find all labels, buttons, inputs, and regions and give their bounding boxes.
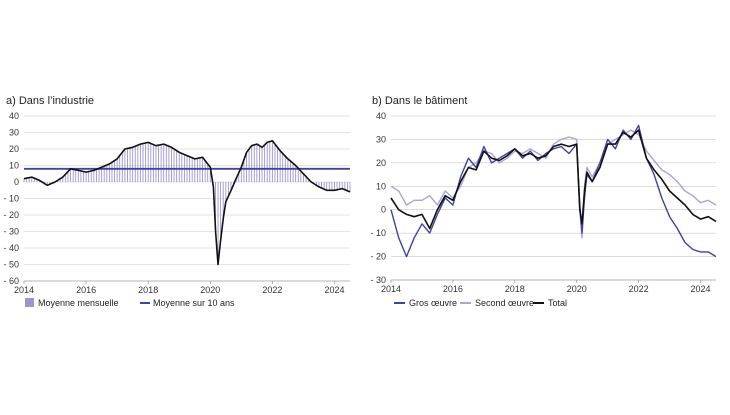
x-tick-label: 2020: [567, 284, 587, 294]
y-tick-label: - 10: [3, 194, 19, 204]
monthly-bars: [23, 140, 351, 265]
x-tick-label: 2020: [200, 285, 220, 295]
panel-title: b) Dans le bâtiment: [372, 95, 467, 107]
x-tick-label: 2016: [76, 285, 96, 295]
x-tick-label: 2022: [262, 285, 282, 295]
y-tick-label: 0: [381, 205, 386, 215]
series-line-total: [390, 129, 717, 230]
x-tick-label: 2024: [324, 285, 344, 295]
y-tick-label: - 30: [370, 275, 386, 285]
series-line-gros-oeuvre: [390, 124, 717, 258]
y-tick-label: 20: [9, 144, 19, 154]
x-tick-label: 2022: [629, 284, 649, 294]
panel-title: a) Dans l’industrie: [6, 95, 94, 107]
x-tick-label: 2018: [138, 285, 158, 295]
y-tick-label: - 50: [3, 260, 19, 270]
series-line-second-oeuvre: [390, 129, 717, 239]
x-tick-label: 2014: [381, 284, 401, 294]
x-tick-label: 2024: [691, 284, 711, 294]
gridlines: [391, 115, 716, 281]
panel-batiment: b) Dans le bâtiment Gros œuvre Second œu…: [370, 95, 717, 308]
y-tick-label: 0: [14, 177, 19, 187]
y-tick-label: - 60: [3, 276, 19, 286]
x-axis: 2014 2016 2018 2020 2022 2024: [14, 280, 350, 295]
legend-label-total: Total: [548, 298, 567, 308]
y-tick-label: 20: [376, 158, 386, 168]
y-tick-label: 30: [376, 134, 386, 144]
y-axis: 40 30 20 10 0 - 10 - 20 - 30 - 40 - 50 - 60: [3, 111, 19, 286]
y-tick-label: 30: [9, 128, 19, 138]
y-tick-label: - 10: [370, 228, 386, 238]
x-axis: 2014 2016 2018 2020 2022 2024: [381, 279, 716, 294]
y-tick-label: - 20: [3, 210, 19, 220]
y-tick-label: - 20: [370, 252, 386, 262]
legend-label-gros-oeuvre: Gros œuvre: [409, 298, 457, 308]
y-tick-label: 10: [9, 161, 19, 171]
legend-swatch-moyenne-mensuelle: [25, 298, 34, 307]
x-tick-label: 2016: [443, 284, 463, 294]
y-axis: 40 30 20 10 0 - 10 - 20 - 30: [370, 111, 386, 285]
y-tick-label: 40: [9, 111, 19, 121]
x-tick-label: 2014: [14, 285, 34, 295]
legend-label-moyenne-mensuelle: Moyenne mensuelle: [38, 298, 119, 308]
x-tick-label: 2018: [505, 284, 525, 294]
legend-label-second-oeuvre: Second œuvre: [475, 298, 534, 308]
y-tick-label: - 40: [3, 243, 19, 253]
y-tick-label: 10: [376, 181, 386, 191]
panel-industrie: a) Dans l’industrie Moyenne mensuelle Mo…: [3, 95, 351, 308]
chart-legend: Moyenne mensuelle Moyenne sur 10 ans: [25, 298, 235, 308]
y-tick-label: 40: [376, 111, 386, 121]
gridlines: [24, 115, 350, 282]
chart-legend: Gros œuvre Second œuvre Total: [394, 298, 567, 308]
series-line-moyenne-mensuelle: [23, 140, 351, 266]
y-tick-label: - 30: [3, 227, 19, 237]
legend-label-moyenne-10-ans: Moyenne sur 10 ans: [153, 298, 235, 308]
